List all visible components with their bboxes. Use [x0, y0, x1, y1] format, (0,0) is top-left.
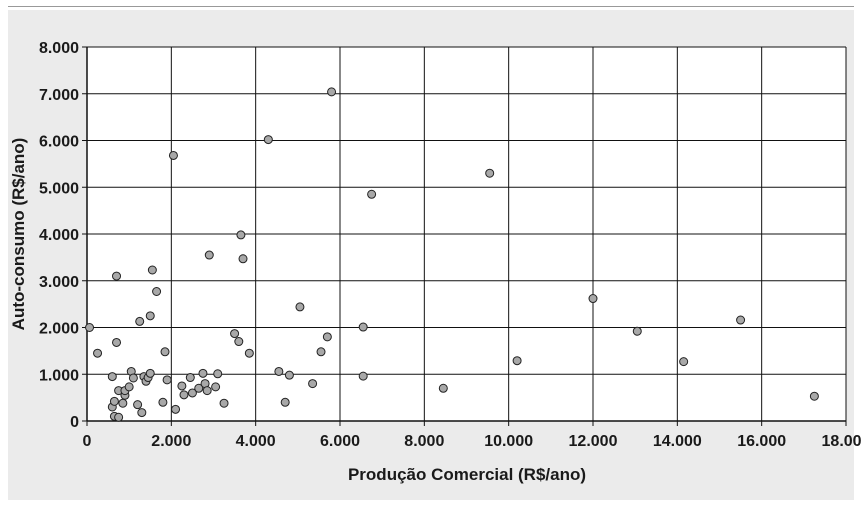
data-point — [168, 150, 178, 160]
data-point — [588, 294, 598, 304]
data-point — [112, 337, 122, 347]
y-tick-label: 6.000 — [39, 134, 79, 151]
y-tick-label: 3.000 — [39, 274, 79, 291]
y-tick-label: 4.000 — [39, 227, 79, 244]
data-point — [274, 366, 284, 376]
data-point — [367, 189, 377, 199]
x-tick-label: 14.000 — [653, 433, 702, 450]
y-tick-labels: 0 1.000 2.000 3.000 4.000 5.000 6.000 7.000 8.00… — [39, 40, 79, 431]
grid — [87, 46, 847, 421]
data-point — [327, 87, 337, 97]
data-point — [162, 375, 172, 385]
data-point — [238, 254, 248, 264]
data-point — [177, 381, 187, 391]
data-point — [145, 368, 155, 378]
y-tick-label: 1.000 — [39, 367, 79, 384]
data-point — [485, 168, 495, 178]
data-point — [198, 368, 208, 378]
x-tick-labels: 0 2.000 4.000 6.000 8.000 10.000 12.000 14.000 1… — [83, 433, 862, 450]
data-point — [512, 356, 522, 366]
data-point — [145, 311, 155, 321]
data-point — [185, 373, 195, 383]
x-tick-label: 0 — [83, 433, 92, 450]
data-point — [679, 357, 689, 367]
data-point — [211, 382, 221, 392]
data-point — [124, 382, 134, 392]
data-point — [135, 316, 145, 326]
data-point — [179, 390, 189, 400]
data-point — [114, 412, 124, 422]
data-point — [202, 386, 212, 396]
data-point — [236, 230, 246, 240]
y-tick-label: 0 — [70, 414, 79, 431]
data-point — [158, 397, 168, 407]
data-point — [280, 397, 290, 407]
data-point — [213, 369, 223, 379]
x-tick-label: 2.000 — [151, 433, 191, 450]
data-point — [128, 373, 138, 383]
data-point — [316, 347, 326, 357]
data-point — [244, 348, 254, 358]
axes — [82, 46, 847, 426]
x-tick-label: 6.000 — [320, 433, 360, 450]
data-point — [133, 400, 143, 410]
data-point — [112, 271, 122, 281]
data-point — [358, 371, 368, 381]
data-point — [295, 302, 305, 312]
x-axis-label: Produção Comercial (R$/ano) — [348, 465, 586, 484]
data-point — [85, 323, 95, 332]
x-tick-label: 8.000 — [404, 433, 444, 450]
data-point — [632, 326, 642, 336]
data-point — [171, 404, 181, 414]
y-tick-label: 5.000 — [39, 180, 79, 197]
data-point — [137, 408, 147, 418]
y-tick-label: 8.000 — [39, 40, 79, 57]
data-point — [187, 388, 197, 398]
x-tick-label: 4.000 — [236, 433, 276, 450]
x-tick-label: 18.000 — [822, 433, 862, 450]
data-point — [358, 322, 368, 332]
data-point — [230, 329, 240, 339]
data-point — [194, 383, 204, 393]
y-tick-label: 2.000 — [39, 321, 79, 338]
data-point — [93, 348, 103, 358]
y-tick-label: 7.000 — [39, 87, 79, 104]
x-tick-label: 16.000 — [737, 433, 786, 450]
data-point — [284, 370, 294, 380]
x-tick-label: 12.000 — [569, 433, 618, 450]
data-point — [147, 265, 157, 275]
data-point — [809, 391, 819, 401]
data-point — [438, 383, 448, 393]
data-point — [109, 396, 119, 406]
top-rule — [8, 6, 854, 7]
data-point — [118, 398, 128, 408]
data-point — [263, 135, 273, 145]
data-point — [234, 337, 244, 347]
y-axis-label: Auto-consumo (R$/ano) — [9, 138, 28, 331]
x-tick-label: 10.000 — [484, 433, 533, 450]
data-point — [152, 287, 162, 297]
data-point — [736, 315, 746, 325]
data-point — [204, 250, 214, 260]
data-point — [160, 347, 170, 357]
data-point — [322, 332, 332, 342]
data-point — [107, 372, 117, 382]
data-points — [85, 87, 819, 422]
data-point — [219, 398, 229, 408]
data-point — [308, 379, 318, 389]
